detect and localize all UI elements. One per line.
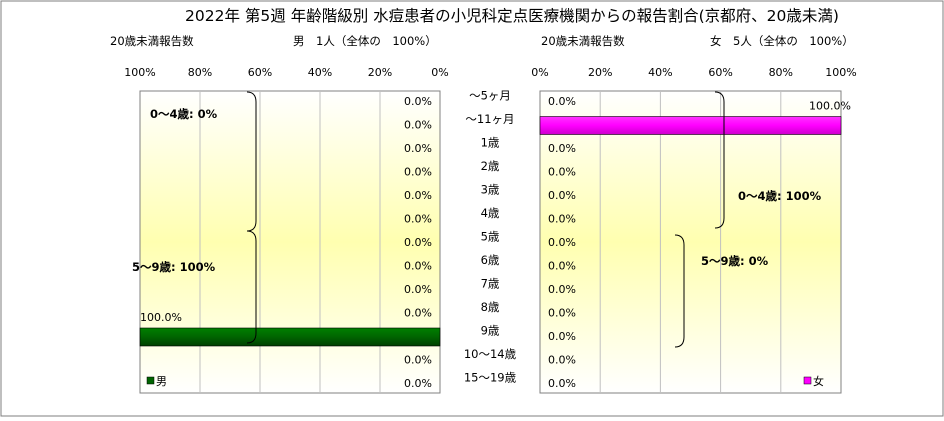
age-group-label: ～5ヶ月 [469,89,511,103]
female-x-tick-label: 40% [648,66,672,79]
male-bars [139,327,441,347]
male-value-label: 0.0% [404,377,432,390]
male-value-label: 0.0% [404,142,432,155]
female-header-summary: 女 5人（全体の 100%） [710,34,854,48]
female-value-label: 0.0% [548,377,576,390]
female-legend-swatch [803,376,812,385]
male-bracket-0-4 [246,91,257,232]
age-group-label: 2歳 [481,159,500,173]
female-value-label: 0.0% [548,189,576,202]
female-plot-area [539,90,842,394]
age-group-label: ～11ヶ月 [465,112,514,126]
female-x-tick-label: 100% [825,66,856,79]
male-group-label-0-4: 0～4歳: 0% [150,107,218,121]
male-legend-label: 男 [156,375,167,388]
male-x-tick-label: 0% [431,66,448,79]
male-group-label-5-9: 5～9歳: 100% [132,260,216,274]
female-value-label: 0.0% [548,283,576,296]
female-value-label: 0.0% [548,95,576,108]
male-legend-swatch [146,376,155,385]
female-value-label: 0.0% [548,236,576,249]
female-bracket-0-4 [714,91,725,229]
male-x-axis: 100% 80% 60% 40% 20% 0% [124,66,448,79]
age-group-label: 4歳 [481,206,500,220]
male-value-label: 0.0% [404,354,432,367]
male-value-label: 0.0% [404,236,432,249]
male-value-label: 0.0% [404,119,432,132]
male-header-label: 20歳未満報告数 [110,34,194,48]
female-value-label: 0.0% [548,260,576,273]
female-x-tick-label: 80% [769,66,793,79]
female-value-label: 0.0% [548,166,576,179]
age-group-label: 8歳 [481,300,500,314]
female-gridlines [599,91,782,393]
female-value-label: 0.0% [548,213,576,226]
female-value-label: 0.0% [548,330,576,343]
female-bracket-5-9 [674,234,685,348]
male-plot-area [139,90,441,394]
male-value-label: 0.0% [404,166,432,179]
male-x-tick-label: 20% [368,66,392,79]
female-value-label: 0.0% [548,354,576,367]
male-x-tick-label: 60% [248,66,272,79]
age-group-label: 3歳 [481,183,500,197]
chart-title: 2022年 第5週 年齢階級別 水痘患者の小児科定点医療機関からの報告割合(京都… [185,7,839,25]
male-value-label: 0.0% [404,213,432,226]
female-legend-label: 女 [813,374,824,388]
female-x-tick-label: 60% [708,66,732,79]
female-group-label-0-4: 0～4歳: 100% [738,189,822,203]
male-value-label: 0.0% [404,95,432,108]
female-value-labels: 0.0% 100.0% 0.0% 0.0% 0.0% 0.0% 0.0% 0.0% 0.0% 0.… [548,95,851,390]
male-value-label: 100.0% [140,311,182,324]
female-value-label: 100.0% [809,100,851,113]
female-value-label: 0.0% [548,142,576,155]
female-header-label: 20歳未満報告数 [541,34,625,48]
male-value-label: 0.0% [404,307,432,320]
male-x-tick-label: 100% [124,66,155,79]
female-group-label-5-9: 5～9歳: 0% [701,254,769,268]
age-group-label: 6歳 [481,253,500,267]
male-x-tick-label: 80% [188,66,212,79]
male-value-label: 0.0% [404,283,432,296]
female-x-tick-label: 0% [531,66,548,79]
age-group-label: 1歳 [481,136,500,150]
female-x-axis: 0% 20% 40% 60% 80% 100% [531,66,856,79]
male-header-summary: 男 1人（全体の 100%） [293,34,437,48]
female-bars [539,116,842,135]
male-bar [139,327,441,347]
female-value-label: 0.0% [548,307,576,320]
female-bar [539,116,842,135]
age-group-axis: ～5ヶ月 ～11ヶ月 1歳 2歳 3歳 4歳 5歳 6歳 7歳 8歳 9歳 10～14歳 15～19歳 [464,89,517,385]
male-bracket-5-9 [246,230,257,344]
age-group-label: 15～19歳 [464,371,517,385]
age-group-label: 10～14歳 [464,347,517,361]
age-group-label: 7歳 [481,277,500,291]
male-value-label: 0.0% [404,260,432,273]
age-group-label: 5歳 [481,230,500,244]
male-value-labels: 0.0% 0.0% 0.0% 0.0% 0.0% 0.0% 0.0% 0.0% 0.0% 0.0%… [140,95,432,390]
female-x-tick-label: 20% [588,66,612,79]
male-value-label: 0.0% [404,189,432,202]
male-x-tick-label: 40% [308,66,332,79]
age-group-label: 9歳 [481,324,500,338]
